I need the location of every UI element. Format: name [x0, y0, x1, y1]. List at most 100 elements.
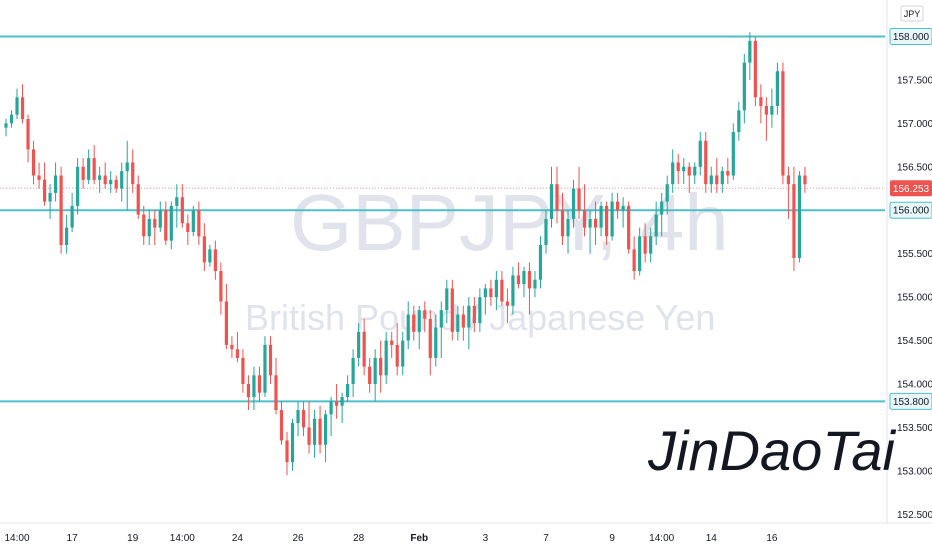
- candle-105: [582, 184, 587, 237]
- level-label-0-box: [890, 28, 932, 45]
- time-tick-label: 16: [766, 533, 778, 544]
- candle-body: [737, 110, 741, 133]
- candle-25: [142, 205, 146, 245]
- candle-body: [781, 71, 785, 176]
- candle-13: [76, 158, 80, 215]
- candle-45: [252, 366, 256, 411]
- candle-107: [593, 201, 598, 245]
- candle-body: [588, 218, 592, 228]
- candle-77: [428, 310, 432, 376]
- candle-body: [103, 175, 107, 185]
- candle-body: [434, 327, 438, 358]
- last-price-label-box: [890, 180, 932, 197]
- candle-22: [125, 140, 129, 211]
- candle-81: [450, 279, 454, 341]
- time-axis[interactable]: 14:00 17 19 14:00 24 26 28 Feb 3 7 9 14:00 14 16: [5, 533, 778, 544]
- candle-body: [31, 149, 36, 176]
- candle-118: [654, 201, 658, 245]
- candle-82: [456, 305, 460, 341]
- candle-body: [764, 105, 768, 115]
- candle-body: [390, 340, 394, 345]
- candle-body: [158, 210, 162, 228]
- candle-body: [709, 175, 713, 185]
- candle-91: [505, 288, 510, 324]
- candle-9: [53, 162, 58, 202]
- candle-body: [544, 218, 548, 245]
- candle-body: [9, 114, 14, 124]
- candle-84: [467, 297, 471, 350]
- candle-body: [219, 271, 223, 302]
- candle-body: [307, 427, 311, 445]
- candle-body: [775, 71, 779, 106]
- candle-67: [373, 349, 377, 402]
- candle-body: [241, 357, 245, 384]
- candle-69: [384, 331, 388, 384]
- candle-58: [323, 410, 328, 463]
- candle-30: [169, 201, 173, 250]
- candle-body: [742, 62, 746, 111]
- candle-body: [191, 210, 195, 232]
- candle-124: [687, 162, 691, 193]
- candle-body: [467, 305, 471, 328]
- currency-badge-box[interactable]: [900, 5, 924, 22]
- candle-39: [219, 262, 223, 315]
- candle-body: [439, 310, 443, 328]
- candle-61: [340, 392, 344, 424]
- candle-116: [643, 223, 647, 263]
- candle-68: [379, 340, 383, 393]
- candle-body: [357, 331, 361, 358]
- candle-body: [682, 166, 686, 172]
- candle-body: [208, 249, 212, 263]
- candle-20: [114, 175, 118, 193]
- candle-35: [197, 201, 201, 245]
- candle-59: [329, 397, 333, 437]
- time-tick-label: 3: [483, 533, 489, 544]
- candle-body: [175, 197, 179, 206]
- candle-34: [191, 205, 195, 237]
- candle-15: [87, 149, 91, 185]
- candle-body: [98, 175, 102, 180]
- price-axis[interactable]: 157.500 157.000 156.500 155.500 155.000 154.5…: [886, 0, 932, 523]
- price-tick-label: 154.500: [897, 336, 932, 347]
- candle-body: [665, 184, 669, 202]
- candle-44: [246, 375, 251, 411]
- candle-body: [15, 97, 19, 115]
- candle-body: [621, 205, 625, 211]
- candle-body: [279, 410, 284, 441]
- candle-126: [698, 132, 702, 176]
- candle-23: [131, 149, 135, 193]
- candle-55: [307, 401, 311, 454]
- candle-40: [224, 284, 228, 350]
- price-tick-label: 153.500: [897, 423, 932, 434]
- price-tick-label: 157.000: [897, 119, 932, 130]
- candle-99: [549, 166, 554, 228]
- candle-body: [224, 301, 228, 345]
- level-label-2: 153.800: [893, 397, 930, 408]
- candle-54: [301, 401, 306, 437]
- candle-body: [649, 236, 653, 254]
- price-tick-label: 156.500: [897, 162, 932, 173]
- level-label-1-box: [890, 202, 932, 219]
- last-price-label: 156.253: [893, 184, 930, 195]
- level-label-outline: [889, 27, 932, 45]
- candle-body: [318, 418, 322, 445]
- time-tick-label: 17: [67, 533, 79, 544]
- symbol-watermark: GBPJPY, 4h: [290, 178, 729, 267]
- candle-50: [279, 401, 284, 445]
- candle-body: [274, 375, 278, 411]
- candle-body: [20, 97, 25, 120]
- currency-badge[interactable]: JPY: [904, 9, 921, 19]
- candle-body: [120, 171, 124, 189]
- candle-body: [483, 288, 487, 298]
- candle-body: [37, 175, 41, 180]
- candle-body: [577, 188, 581, 211]
- candle-97: [538, 236, 543, 289]
- time-tick-label: 14: [706, 533, 718, 544]
- candle-136: [753, 36, 757, 106]
- candle-body: [213, 249, 217, 272]
- candle-83: [461, 305, 465, 341]
- candle-body: [627, 205, 631, 250]
- candle-120: [665, 175, 669, 215]
- candle-body: [412, 314, 416, 332]
- candle-body: [373, 357, 377, 384]
